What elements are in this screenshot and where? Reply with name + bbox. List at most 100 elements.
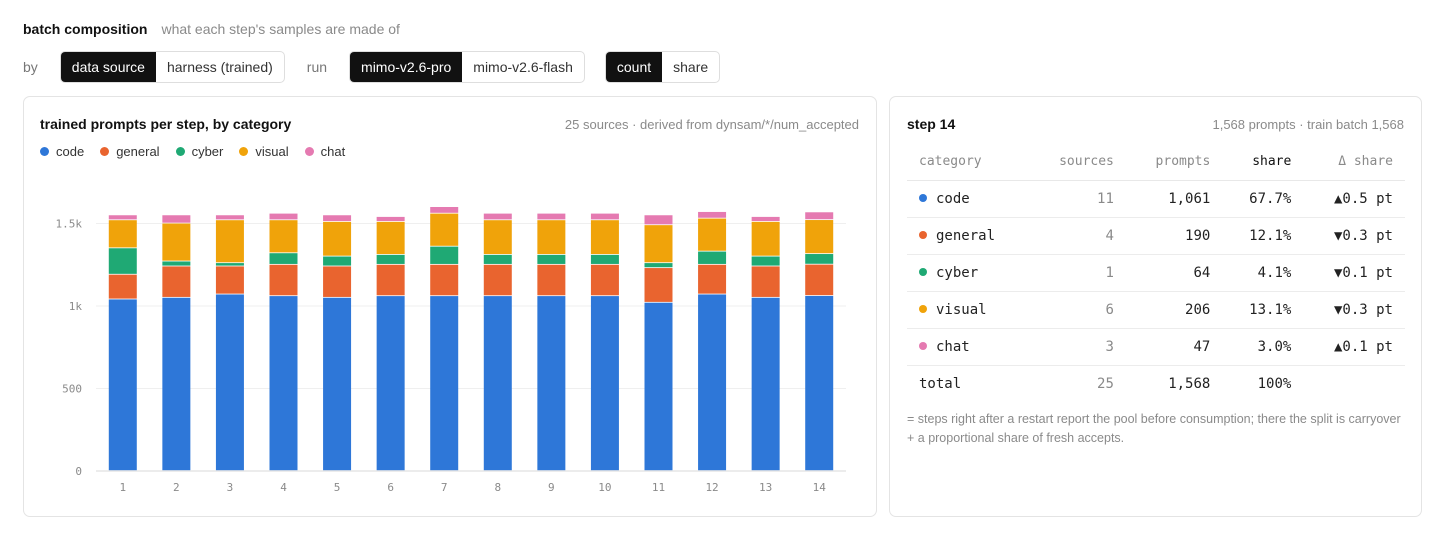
by-toggle: data source harness (trained) bbox=[59, 51, 285, 83]
category-dot bbox=[919, 304, 927, 313]
x-tick-label: 9 bbox=[548, 481, 555, 494]
x-tick-label: 6 bbox=[387, 481, 394, 494]
total-sources: 25 bbox=[1097, 375, 1114, 392]
step-summary-note: 1,568 prompts · train batch 1,568 bbox=[1212, 117, 1404, 132]
table-row: general 4 190 12.1% ▼0.3 pt bbox=[907, 217, 1405, 255]
category-label: cyber bbox=[936, 264, 979, 281]
legend-item-visual[interactable]: visual bbox=[239, 144, 289, 159]
chart-legend: code general cyber visual chat bbox=[40, 144, 345, 159]
run-option-pro[interactable]: mimo-v2.6-pro bbox=[350, 52, 463, 82]
bar-segment-cyber bbox=[590, 254, 619, 264]
legend-item-code[interactable]: code bbox=[40, 144, 84, 159]
by-option-harness[interactable]: harness (trained) bbox=[166, 59, 273, 75]
legend-label-chat: chat bbox=[320, 144, 346, 159]
bar-segment-general bbox=[108, 274, 137, 299]
x-tick-label: 4 bbox=[280, 481, 287, 494]
x-tick-label: 13 bbox=[759, 481, 772, 494]
bar-segment-cyber bbox=[215, 263, 244, 266]
cell-delta-share: ▼0.1 pt bbox=[1303, 254, 1405, 292]
cell-share: 3.0% bbox=[1222, 328, 1304, 366]
cell-delta-share: ▲0.5 pt bbox=[1303, 180, 1405, 218]
cell-category: general bbox=[907, 217, 1030, 255]
bar-segment-chat bbox=[269, 213, 298, 220]
bar-segment-chat bbox=[162, 215, 191, 223]
cell-category: cyber bbox=[907, 254, 1030, 292]
y-tick-label: 1.5k bbox=[56, 218, 83, 231]
bar-segment-code bbox=[430, 296, 459, 471]
bar-segment-code bbox=[108, 299, 137, 471]
run-option-flash[interactable]: mimo-v2.6-flash bbox=[473, 59, 573, 75]
bar-segment-code bbox=[162, 297, 191, 471]
cell-share: 13.1% bbox=[1222, 291, 1304, 329]
col-header-category[interactable]: category bbox=[907, 144, 1030, 181]
bar-segment-chat bbox=[537, 213, 566, 220]
bar-segment-visual bbox=[215, 220, 244, 263]
col-header-delta-share[interactable]: Δ share bbox=[1303, 144, 1405, 181]
bar-segment-general bbox=[215, 266, 244, 294]
cell-sources: 3 bbox=[1029, 328, 1126, 366]
run-toggle: mimo-v2.6-pro mimo-v2.6-flash bbox=[349, 51, 585, 83]
by-label: by bbox=[23, 59, 38, 75]
bar-segment-general bbox=[590, 264, 619, 296]
bar-segment-general bbox=[430, 264, 459, 296]
y-tick-label: 1k bbox=[69, 300, 83, 313]
legend-label-code: code bbox=[56, 144, 85, 159]
bar-segment-cyber bbox=[537, 254, 566, 264]
bar-segment-general bbox=[323, 266, 352, 297]
bar-segment-general bbox=[376, 264, 405, 296]
mode-option-share[interactable]: share bbox=[673, 59, 709, 75]
legend-item-general[interactable]: general bbox=[100, 144, 160, 159]
page-title: batch composition bbox=[23, 21, 148, 37]
y-tick-label: 500 bbox=[62, 383, 82, 396]
page-header: batch composition what each step's sampl… bbox=[23, 21, 400, 37]
category-dot bbox=[919, 193, 927, 202]
col-header-sources[interactable]: sources bbox=[1029, 144, 1126, 181]
x-tick-label: 1 bbox=[119, 481, 126, 494]
x-tick-label: 2 bbox=[173, 481, 180, 494]
cell-share: 67.7% bbox=[1222, 180, 1304, 218]
x-tick-label: 14 bbox=[813, 481, 827, 494]
cell-sources: 11 bbox=[1029, 180, 1126, 218]
col-header-prompts[interactable]: prompts bbox=[1125, 144, 1223, 181]
bar-segment-code bbox=[215, 294, 244, 471]
table-row: code 11 1,061 67.7% ▲0.5 pt bbox=[907, 180, 1405, 218]
bar-segment-chat bbox=[805, 212, 834, 220]
chart-title: trained prompts per step, by category bbox=[40, 116, 292, 132]
category-label: code bbox=[936, 190, 970, 207]
table-row: visual 6 206 13.1% ▼0.3 pt bbox=[907, 291, 1405, 329]
bar-segment-general bbox=[698, 264, 727, 294]
bar-segment-chat bbox=[698, 211, 727, 218]
page-subtitle: what each step's samples are made of bbox=[161, 21, 400, 37]
bar-segment-code bbox=[805, 295, 834, 471]
legend-item-cyber[interactable]: cyber bbox=[175, 144, 223, 159]
bar-segment-chat bbox=[644, 215, 673, 225]
bar-segment-code bbox=[751, 297, 780, 471]
legend-swatch-general bbox=[100, 147, 110, 156]
bar-segment-cyber bbox=[483, 254, 512, 264]
bar-segment-code bbox=[644, 302, 673, 471]
bar-segment-cyber bbox=[108, 248, 137, 274]
by-option-data-source[interactable]: data source bbox=[60, 52, 156, 82]
bar-segment-visual bbox=[430, 213, 459, 246]
cell-category: code bbox=[907, 180, 1030, 218]
cell-prompts: 206 bbox=[1125, 291, 1223, 329]
step-detail-card: step 14 1,568 prompts · train batch 1,56… bbox=[889, 96, 1422, 517]
col-header-share[interactable]: share bbox=[1222, 144, 1304, 181]
bar-segment-visual bbox=[644, 225, 673, 263]
bar-segment-code bbox=[323, 297, 352, 471]
bar-segment-visual bbox=[698, 218, 727, 251]
bar-segment-cyber bbox=[805, 254, 834, 264]
x-tick-label: 11 bbox=[652, 481, 665, 494]
mode-option-count[interactable]: count bbox=[605, 52, 663, 82]
bar-segment-visual bbox=[108, 220, 137, 248]
bar-segment-chat bbox=[376, 216, 405, 222]
legend-item-chat[interactable]: chat bbox=[304, 144, 346, 159]
cell-prompts: 190 bbox=[1125, 217, 1223, 255]
bar-segment-cyber bbox=[162, 261, 191, 266]
cell-sources: 1 bbox=[1029, 254, 1126, 292]
cell-prompts: 64 bbox=[1125, 254, 1223, 292]
cell-sources: 4 bbox=[1029, 217, 1126, 255]
x-tick-label: 12 bbox=[705, 481, 718, 494]
cell-category: chat bbox=[907, 328, 1030, 366]
